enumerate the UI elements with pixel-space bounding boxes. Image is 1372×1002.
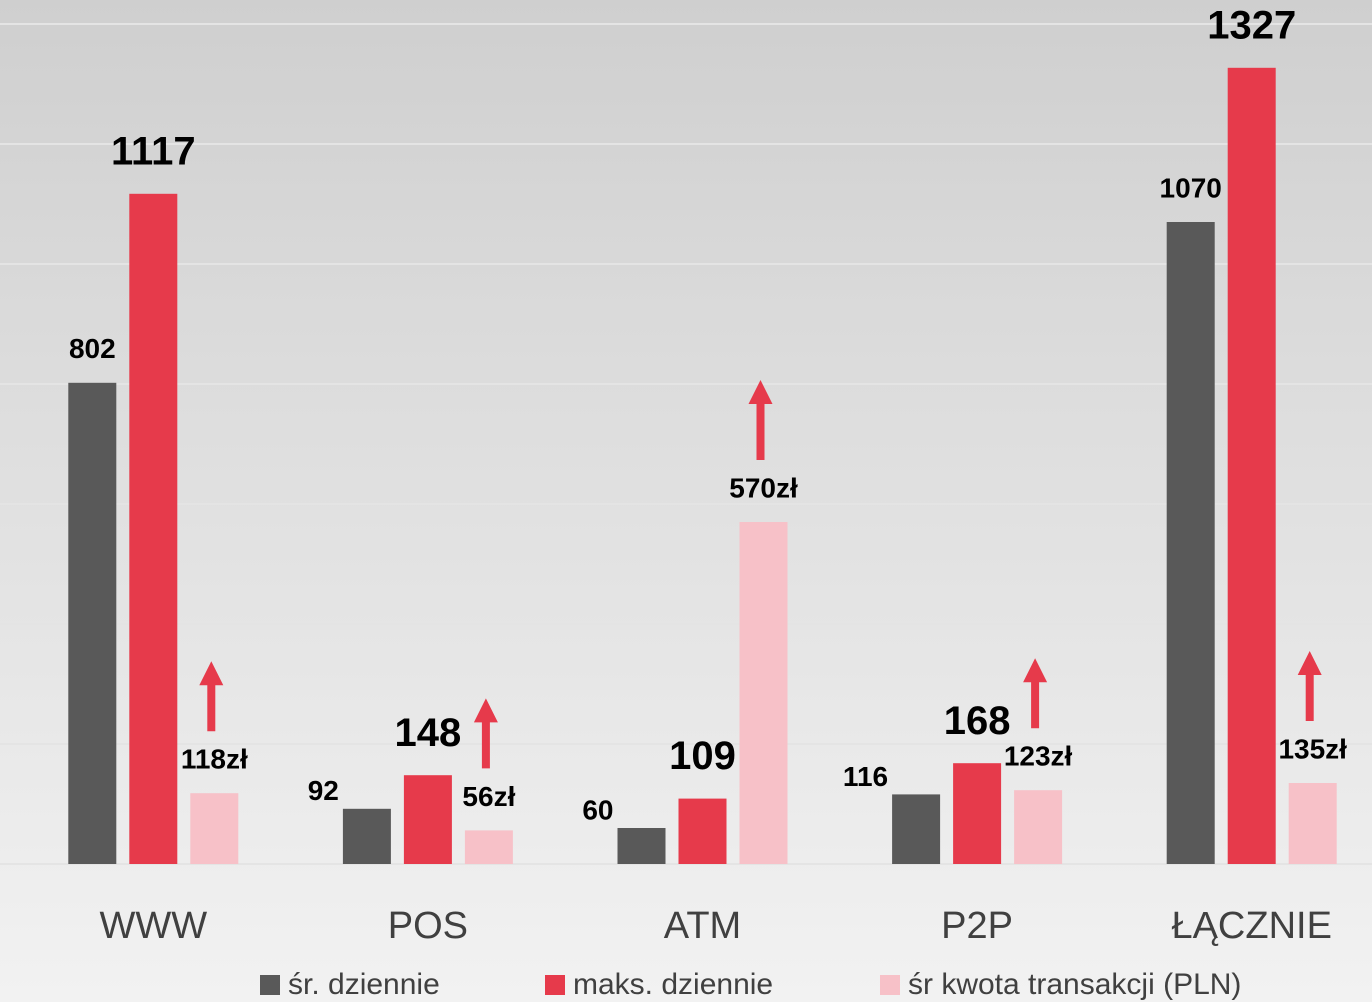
data-label: 116	[843, 761, 888, 792]
x-tick-label: ATM	[664, 905, 741, 947]
bar	[617, 828, 666, 864]
arrow	[748, 380, 773, 460]
data-label: 1327	[1207, 3, 1296, 47]
legend-swatch	[260, 975, 280, 995]
bar	[953, 763, 1002, 864]
legend-label: śr kwota transakcji (PLN)	[908, 968, 1241, 1001]
arrow	[473, 698, 498, 769]
bar	[190, 793, 239, 864]
x-tick-label: POS	[388, 905, 468, 947]
bar	[892, 794, 941, 864]
legend-swatch	[545, 975, 565, 995]
data-label: 135zł	[1278, 733, 1347, 764]
bar	[1288, 783, 1337, 864]
bar	[1014, 790, 1063, 864]
data-label: 92	[308, 775, 339, 806]
data-label: 1117	[111, 129, 196, 173]
data-label: 148	[395, 711, 462, 755]
bar	[129, 193, 178, 865]
bar	[464, 830, 513, 864]
bar	[739, 522, 788, 864]
bar	[342, 808, 391, 864]
data-label: 1070	[1160, 172, 1222, 203]
legend-label: śr. dziennie	[288, 968, 440, 1001]
data-label: 123zł	[1004, 741, 1073, 772]
arrow	[1023, 658, 1048, 729]
data-label: 56zł	[462, 781, 515, 812]
arrow	[199, 661, 224, 732]
arrow	[1297, 651, 1322, 721]
x-tick-label: ŁĄCZNIE	[1171, 905, 1331, 947]
legend-swatch	[880, 975, 900, 995]
legend-label: maks. dziennie	[573, 968, 773, 1001]
bar	[1166, 222, 1215, 864]
data-label: 168	[944, 699, 1011, 743]
bar	[678, 798, 727, 864]
bar	[403, 775, 452, 864]
bar	[1227, 67, 1276, 865]
bar	[68, 382, 117, 864]
data-label: 802	[69, 333, 116, 364]
data-label: 109	[669, 734, 736, 778]
data-label: 118zł	[181, 744, 248, 775]
x-tick-label: WWW	[99, 905, 207, 947]
data-label: 60	[582, 794, 613, 825]
x-tick-label: P2P	[941, 905, 1013, 947]
data-label: 570zł	[729, 472, 798, 503]
